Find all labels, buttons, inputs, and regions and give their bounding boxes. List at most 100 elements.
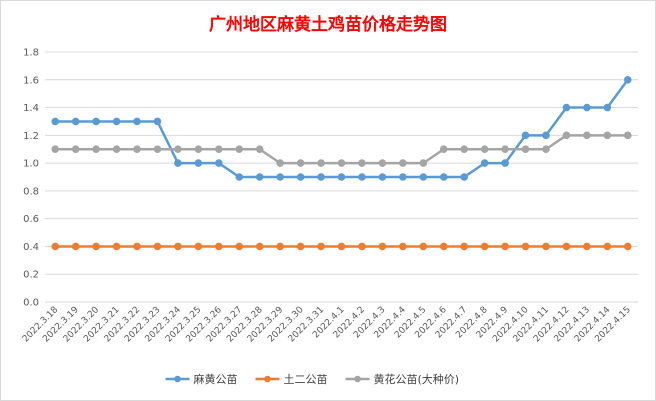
data-point	[460, 242, 468, 251]
data-point	[92, 242, 100, 251]
data-point	[603, 103, 612, 112]
data-point	[562, 131, 571, 140]
data-point	[133, 145, 141, 154]
legend-label-3: 黄花公苗(大种价)	[374, 372, 460, 386]
data-point	[112, 242, 121, 251]
y-tick-label: 0.4	[23, 242, 39, 253]
data-point	[174, 145, 182, 154]
data-point	[317, 173, 325, 181]
data-point	[215, 145, 223, 154]
data-point	[378, 173, 387, 181]
data-point	[255, 145, 264, 154]
data-point	[276, 242, 284, 251]
y-tick-label: 1.4	[23, 103, 39, 114]
data-point	[399, 159, 407, 167]
y-tick-label: 0.8	[23, 186, 39, 197]
y-tick-label: 1.0	[23, 159, 39, 170]
data-point	[215, 242, 223, 251]
legend-label-1: 麻黄公苗	[194, 372, 238, 386]
data-point	[480, 242, 489, 251]
data-point	[521, 131, 530, 140]
data-point	[358, 173, 366, 181]
legend-marker-2	[264, 375, 271, 383]
data-point	[419, 173, 428, 181]
data-point	[439, 242, 448, 251]
data-point	[378, 159, 387, 167]
data-point	[153, 242, 162, 251]
series-line-3	[55, 134, 628, 165]
data-point	[603, 242, 612, 251]
data-point	[460, 145, 468, 154]
data-point	[133, 242, 141, 251]
data-point	[317, 242, 325, 251]
data-point	[603, 131, 612, 140]
data-point	[71, 117, 80, 126]
data-point	[153, 145, 162, 154]
data-point	[174, 159, 182, 167]
data-point	[480, 145, 489, 154]
y-tick-label: 0.0	[23, 298, 39, 309]
data-point	[521, 242, 530, 251]
data-point	[235, 173, 244, 181]
y-tick-label: 0.2	[23, 270, 39, 281]
data-point	[92, 117, 100, 126]
data-point	[623, 242, 632, 251]
data-point	[255, 173, 264, 181]
data-point	[194, 145, 203, 154]
data-point	[71, 242, 80, 251]
data-point	[337, 242, 346, 251]
data-point	[317, 159, 325, 167]
data-point	[419, 242, 428, 251]
data-point	[358, 159, 366, 167]
data-point	[562, 242, 571, 251]
data-point	[378, 242, 387, 251]
data-point	[623, 131, 632, 140]
data-point	[439, 145, 448, 154]
data-point	[399, 173, 407, 181]
data-point	[480, 159, 489, 167]
data-point	[174, 242, 182, 251]
data-point	[521, 145, 530, 154]
data-point	[583, 242, 591, 251]
data-point	[439, 173, 448, 181]
y-tick-label: 1.2	[23, 131, 39, 142]
data-point	[194, 159, 203, 167]
data-point	[51, 242, 60, 251]
data-point	[583, 131, 591, 140]
data-point	[542, 145, 550, 154]
data-point	[235, 242, 244, 251]
data-point	[51, 145, 60, 154]
data-point	[542, 242, 550, 251]
data-point	[623, 75, 632, 84]
data-point	[255, 242, 264, 251]
data-point	[542, 131, 550, 140]
data-point	[235, 145, 244, 154]
y-tick-label: 1.6	[23, 75, 39, 86]
y-tick-label: 0.6	[23, 214, 39, 225]
data-point	[276, 173, 284, 181]
legend-marker-1	[174, 375, 181, 383]
data-point	[296, 159, 305, 167]
legend-label-2: 土二公苗	[284, 373, 328, 386]
data-point	[296, 242, 305, 251]
data-point	[51, 117, 60, 126]
data-point	[92, 145, 100, 154]
data-point	[399, 242, 407, 251]
data-point	[276, 159, 284, 167]
data-point	[583, 103, 591, 112]
data-point	[112, 145, 121, 154]
data-point	[71, 145, 80, 154]
y-tick-label: 1.8	[23, 48, 39, 59]
data-point	[337, 173, 346, 181]
data-point	[133, 117, 141, 126]
data-point	[501, 145, 509, 154]
data-point	[194, 242, 203, 251]
data-point	[562, 103, 571, 112]
data-point	[501, 242, 509, 251]
data-point	[358, 242, 366, 251]
data-point	[112, 117, 121, 126]
data-point	[501, 159, 509, 167]
legend-marker-3	[354, 375, 361, 383]
